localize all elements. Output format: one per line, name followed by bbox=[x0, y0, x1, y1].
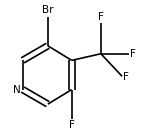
Text: F: F bbox=[98, 12, 104, 22]
Text: F: F bbox=[130, 49, 136, 59]
Text: Br: Br bbox=[42, 5, 54, 15]
Text: N: N bbox=[13, 85, 21, 95]
Text: F: F bbox=[123, 72, 129, 82]
Text: F: F bbox=[69, 120, 75, 130]
